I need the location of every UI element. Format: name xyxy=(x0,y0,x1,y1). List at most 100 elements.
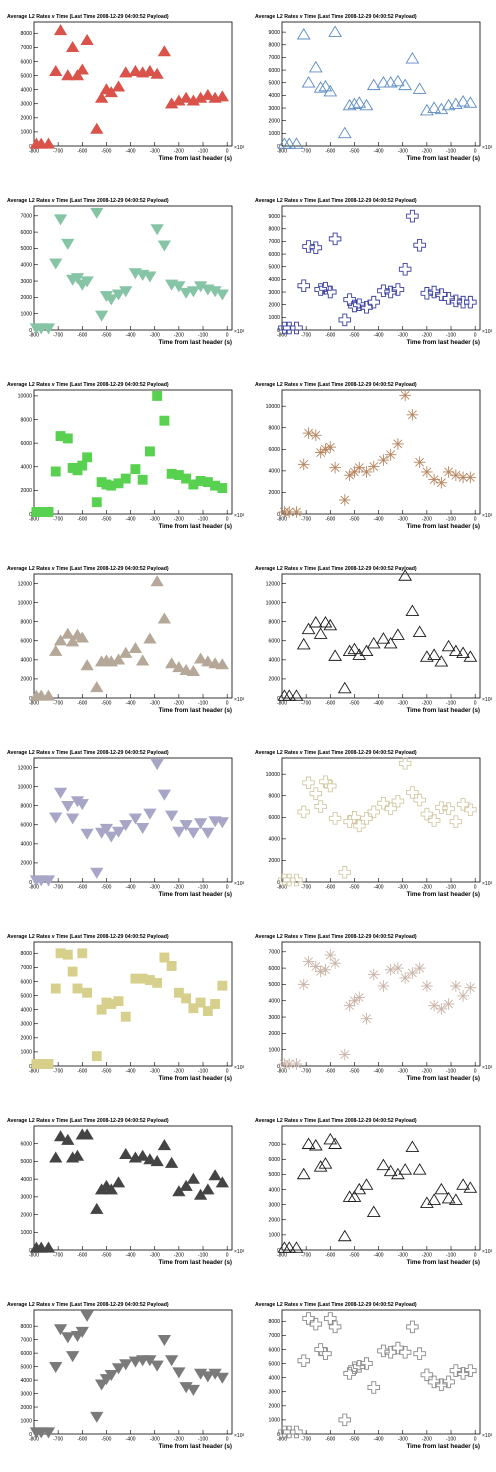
y-tick-label: 0 xyxy=(277,1064,280,1070)
x-tick-label: -600 xyxy=(77,1069,87,1075)
x-tick-label: -200 xyxy=(174,1069,184,1075)
chart-svg: 0 1000 2000 3000 4000 5000 6000 7000 -800 -700 -60… xyxy=(268,1125,492,1266)
data-point xyxy=(297,279,310,292)
data-point xyxy=(314,1343,327,1356)
y-tick-label: 10000 xyxy=(266,600,281,606)
y-tick-label: 4000 xyxy=(20,465,32,471)
chart-svg: 0 1000 2000 3000 4000 5000 6000 7000 -800 -700 -60… xyxy=(20,205,244,346)
x-tick-label: -200 xyxy=(422,517,432,523)
data-point xyxy=(143,271,157,283)
y-tick-label: 0 xyxy=(29,1064,32,1070)
x-multiplier: ×10³ xyxy=(482,145,492,151)
data-point xyxy=(150,575,164,587)
data-point xyxy=(289,1241,304,1253)
data-point xyxy=(165,1156,179,1168)
y-tick-label: 12000 xyxy=(18,765,33,771)
data-point xyxy=(337,1229,352,1242)
data-point xyxy=(297,805,310,819)
chart-title: Average L2 Rates v Time (Last Time 2008-… xyxy=(255,198,417,204)
data-point xyxy=(442,1375,455,1389)
y-tick-label: 4000 xyxy=(20,1378,32,1384)
data-point xyxy=(399,389,411,402)
data-point xyxy=(143,632,157,644)
y-tick-label: 7000 xyxy=(268,950,280,956)
y-tick-label: 2000 xyxy=(268,490,280,496)
data-point xyxy=(347,642,362,655)
x-tick-label: -400 xyxy=(374,1437,384,1443)
chart-svg: 0 1000 2000 3000 4000 5000 6000 -800 -700 -600 -50… xyxy=(20,1125,244,1266)
y-tick-label: 8000 xyxy=(20,417,32,423)
x-tick-label: -200 xyxy=(174,333,184,339)
data-point xyxy=(323,84,338,97)
data-point xyxy=(90,867,104,879)
data-point xyxy=(419,1196,434,1208)
y-tick-label: 2000 xyxy=(20,1212,32,1218)
data-point xyxy=(463,96,478,108)
data-point xyxy=(215,1372,229,1384)
data-point xyxy=(202,1006,213,1016)
data-point xyxy=(324,285,337,299)
y-tick-label: 0 xyxy=(29,512,32,518)
data-point xyxy=(442,998,455,1010)
x-tick-label: -800 xyxy=(277,1437,287,1443)
data-point xyxy=(342,98,357,111)
y-tick-label: 2000 xyxy=(20,677,32,683)
x-tick-label: -800 xyxy=(29,701,39,707)
data-point xyxy=(75,631,89,643)
data-point xyxy=(53,24,68,36)
y-tick-label: 0 xyxy=(277,696,280,702)
y-tick-label: 5000 xyxy=(20,993,32,999)
x-multiplier: ×10³ xyxy=(482,1433,492,1439)
data-point xyxy=(186,1172,200,1184)
chart-panel: 0 1000 2000 3000 4000 5000 6000 7000 8000 -800 -70… xyxy=(248,1288,496,1472)
y-tick-label: 8000 xyxy=(268,619,280,625)
data-point xyxy=(128,642,143,654)
y-tick-label: 3000 xyxy=(20,1022,32,1028)
x-axis-label: Time from last header (s) xyxy=(159,707,232,714)
data-point xyxy=(464,803,477,817)
data-point xyxy=(179,91,193,103)
data-point xyxy=(94,91,109,103)
y-tick-label: 4000 xyxy=(20,87,32,93)
data-point xyxy=(405,604,420,616)
y-tick-label: 1000 xyxy=(20,1050,32,1056)
data-point xyxy=(392,962,404,974)
chart-panel: 0 1000 2000 3000 4000 5000 6000 7000 8000 -800 -70… xyxy=(0,1288,248,1472)
data-point xyxy=(367,1381,381,1394)
data-point xyxy=(427,101,442,113)
data-point xyxy=(324,779,337,793)
data-point xyxy=(41,1241,56,1253)
data-point xyxy=(61,627,75,639)
y-tick-label: 8000 xyxy=(20,1324,32,1330)
y-tick-label: 6000 xyxy=(20,1142,32,1148)
data-point xyxy=(282,689,297,701)
chart-title: Average L2 Rates v Time (Last Time 2008-… xyxy=(255,14,417,20)
y-tick-label: 4000 xyxy=(20,1007,32,1013)
x-tick-label: -800 xyxy=(29,885,39,891)
y-tick-label: 6000 xyxy=(268,68,280,74)
data-point xyxy=(50,983,61,994)
y-tick-label: 4000 xyxy=(268,469,280,475)
plot-frame xyxy=(281,205,481,331)
data-point xyxy=(376,76,391,88)
data-point xyxy=(338,866,352,879)
data-point xyxy=(338,494,351,506)
x-tick-label: -300 xyxy=(398,701,408,707)
data-point xyxy=(366,636,381,649)
data-points xyxy=(29,207,229,335)
data-point xyxy=(43,507,54,517)
x-tick-label: -700 xyxy=(53,517,63,523)
data-point xyxy=(441,639,456,652)
x-multiplier: ×10³ xyxy=(234,513,244,519)
chart-svg: 0 2000 4000 6000 8000 10000 12000 -800 -700 -600 -… xyxy=(266,569,492,714)
x-multiplier: ×10³ xyxy=(234,329,244,335)
data-point xyxy=(384,802,397,815)
data-point xyxy=(290,321,303,335)
data-point xyxy=(150,1360,164,1372)
x-tick-label: -700 xyxy=(301,1253,311,1259)
y-tick-label: 3000 xyxy=(268,1015,280,1021)
x-tick-label: -800 xyxy=(277,149,287,155)
x-tick-label: -100 xyxy=(446,1253,456,1259)
x-tick-label: -800 xyxy=(29,333,39,339)
x-tick-label: -400 xyxy=(374,149,384,155)
